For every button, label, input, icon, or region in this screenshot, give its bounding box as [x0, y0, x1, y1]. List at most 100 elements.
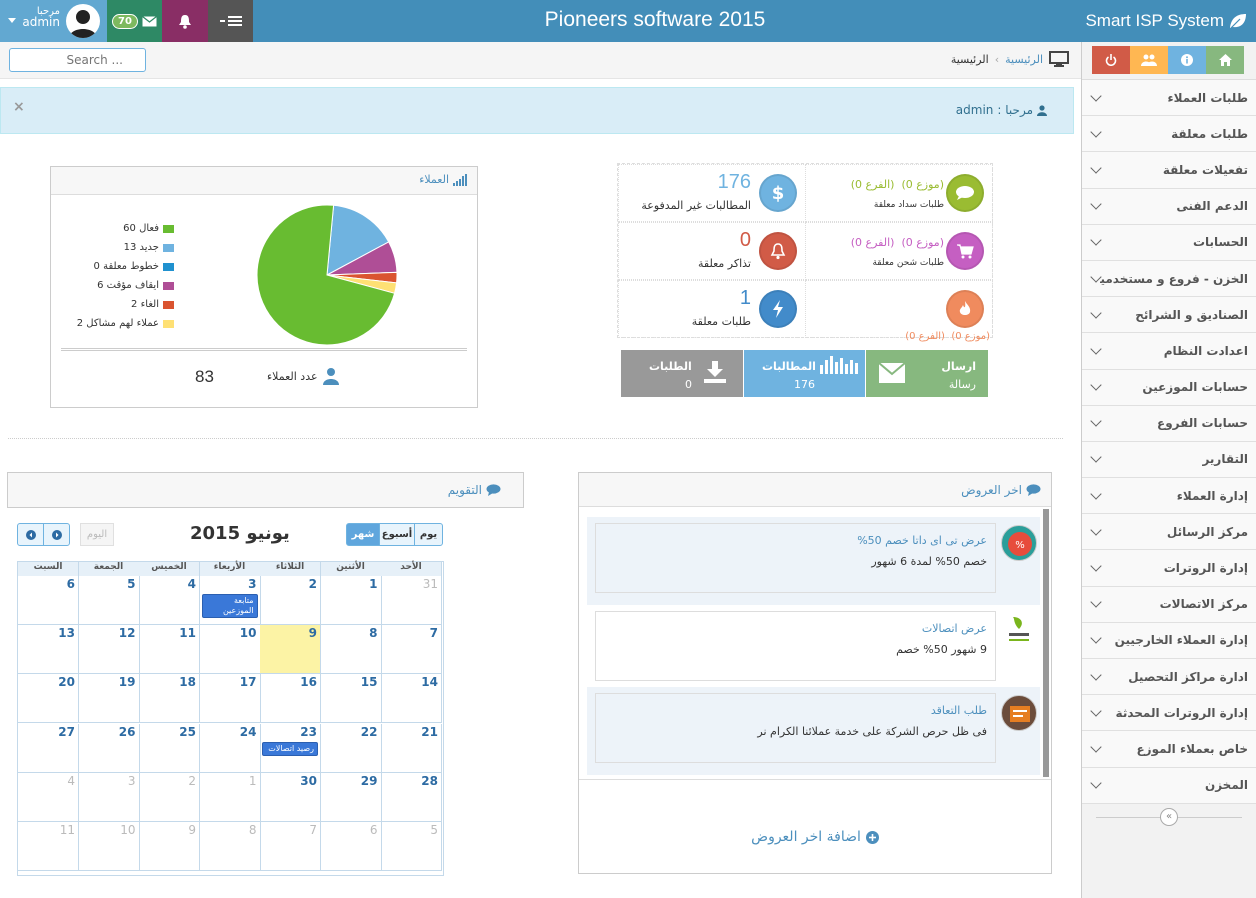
calendar-day-cell[interactable]: 28: [381, 772, 442, 822]
sidebar-item[interactable]: مركز الاتصالات: [1082, 586, 1256, 623]
calendar-day-cell[interactable]: 18: [139, 674, 200, 724]
stat-charge-pending[interactable]: (موزع 0) (الفرع 0) طلبات شحن معلقة: [805, 222, 993, 280]
calendar-day-cell[interactable]: 12: [78, 625, 140, 675]
sidebar-item[interactable]: إدارة العملاء: [1082, 478, 1256, 515]
claims-button[interactable]: المطالبات 176: [744, 350, 865, 397]
sidebar-collapse[interactable]: «: [1082, 804, 1256, 830]
stat-other[interactable]: (موزع 0) (الفرع 0): [805, 280, 993, 342]
calendar-day-cell[interactable]: 4: [18, 772, 79, 822]
calendar-day-cell[interactable]: 4: [139, 576, 200, 625]
sidebar-item[interactable]: الدعم الفنى: [1082, 188, 1256, 225]
breadcrumb-home-link[interactable]: الرئيسية: [1005, 52, 1043, 66]
search-input[interactable]: [9, 48, 146, 72]
calendar-event[interactable]: رصيد اتصالات: [262, 741, 318, 756]
calendar-next-button[interactable]: [43, 523, 70, 546]
calendar-day-cell[interactable]: 25: [139, 723, 200, 773]
calendar-day-cell[interactable]: 21: [381, 723, 442, 773]
calendar-day-cell[interactable]: 6: [320, 822, 382, 871]
calendar-view-month[interactable]: شهر: [346, 523, 380, 546]
users-shortcut-button[interactable]: [1130, 46, 1168, 74]
stat-requests[interactable]: 1 طلبات معلقة: [618, 280, 806, 338]
calendar-day-cell[interactable]: 20: [18, 674, 79, 724]
calendar-day-cell[interactable]: 14: [381, 674, 442, 724]
stat-unpaid-claims[interactable]: $ 176 المطالبات غير المدفوعة: [618, 164, 806, 222]
calendar-day-cell[interactable]: 6: [18, 576, 79, 625]
sidebar-item[interactable]: طلبات العملاء: [1082, 80, 1256, 117]
brand[interactable]: Smart ISP System: [1085, 0, 1248, 42]
calendar-day-cell[interactable]: 8: [199, 822, 261, 871]
calendar-day-cell[interactable]: 1: [199, 772, 261, 822]
calendar-day-cell[interactable]: 23 رصيد اتصالات: [260, 723, 321, 773]
calendar-day-cell[interactable]: 7: [260, 822, 321, 871]
calendar-day-cell[interactable]: 5: [78, 576, 140, 625]
calendar-view-day[interactable]: يوم: [414, 523, 443, 546]
user-menu[interactable]: مرحبا admin: [0, 0, 107, 42]
messages-button[interactable]: 70: [107, 0, 162, 42]
offers-list[interactable]: عرض تى اى داتا خصم 50% خصم 50% لمدة 6 شه…: [583, 509, 1049, 777]
calendar-prev-button[interactable]: [17, 523, 44, 546]
power-shortcut-button[interactable]: [1092, 46, 1130, 74]
calendar-day-cell[interactable]: 16: [260, 674, 321, 724]
calendar-day-cell[interactable]: 30: [260, 772, 321, 822]
tasks-button[interactable]: [208, 0, 253, 42]
offer-title[interactable]: طلب التعاقد: [930, 704, 987, 717]
calendar-today-button[interactable]: اليوم: [80, 523, 114, 546]
offer-title[interactable]: عرض تى اى داتا خصم 50%: [857, 534, 987, 547]
calendar-day-cell[interactable]: 5: [381, 822, 442, 871]
offer-item[interactable]: طلب التعاقد فى ظل حرص الشركة على خدمة عم…: [587, 687, 1040, 775]
offer-item[interactable]: عرض تى اى داتا خصم 50% خصم 50% لمدة 6 شه…: [587, 517, 1040, 605]
home-shortcut-button[interactable]: [1206, 46, 1244, 74]
calendar-day-cell[interactable]: 22: [320, 723, 382, 773]
sidebar-item[interactable]: حسابات الموزعين: [1082, 369, 1256, 406]
calendar-day-cell[interactable]: 11: [18, 822, 79, 871]
calendar-day-cell[interactable]: 11: [139, 625, 200, 675]
sidebar-item[interactable]: التقارير: [1082, 441, 1256, 479]
calendar-day-cell[interactable]: 26: [78, 723, 140, 773]
calendar-day-cell[interactable]: 31: [381, 576, 442, 625]
calendar-view-week[interactable]: أسبوع: [379, 523, 415, 546]
calendar-day-cell[interactable]: 17: [199, 674, 261, 724]
calendar-day-cell[interactable]: 1: [320, 576, 382, 625]
sidebar-item[interactable]: طلبات معلقة: [1082, 116, 1256, 153]
calendar-day-cell[interactable]: 10: [199, 625, 261, 675]
info-shortcut-button[interactable]: [1168, 46, 1206, 74]
close-icon[interactable]: ×: [13, 99, 25, 115]
stat-payment-pending[interactable]: (موزع 0) (الفرع 0) طلبات سداد معلقة: [805, 164, 993, 222]
sidebar-item[interactable]: الحسابات: [1082, 224, 1256, 261]
calendar-day-cell[interactable]: 15: [320, 674, 382, 724]
sidebar-item[interactable]: الصناديق و الشرائح: [1082, 297, 1256, 334]
offer-item[interactable]: عرض اتصالات 9 شهور 50% خصم: [587, 605, 1040, 693]
pie-slice[interactable]: [326, 204, 390, 276]
sidebar-item[interactable]: إدارة العملاء الخارجيين: [1082, 622, 1256, 659]
sidebar-item[interactable]: إدارة الروترات المحدثة: [1082, 695, 1256, 732]
send-message-button[interactable]: ارسال رسالة: [866, 350, 988, 397]
calendar-day-cell[interactable]: 2: [139, 772, 200, 822]
sidebar-item[interactable]: إدارة الروترات: [1082, 550, 1256, 587]
calendar-day-cell[interactable]: 2: [260, 576, 321, 625]
sidebar-item[interactable]: الخزن - فروع و مستخدمين: [1082, 260, 1256, 298]
notifications-button[interactable]: [162, 0, 208, 42]
calendar-day-cell[interactable]: 24: [199, 723, 261, 773]
calendar-event[interactable]: متابعة الموزعين: [201, 594, 258, 618]
offer-title[interactable]: عرض اتصالات: [921, 622, 987, 635]
calendar-day-cell[interactable]: 29: [320, 772, 382, 822]
sidebar-item[interactable]: مركز الرسائل: [1082, 514, 1256, 551]
calendar-day-cell[interactable]: 19: [78, 674, 140, 724]
add-offer-link[interactable]: اضافة اخر العروض: [579, 829, 1051, 845]
sidebar-item[interactable]: ادارة مراكز التحصيل: [1082, 659, 1256, 696]
calendar-day-cell[interactable]: 13: [18, 625, 79, 675]
calendar-day-cell[interactable]: 9: [260, 625, 321, 675]
sidebar-item[interactable]: خاص بعملاء الموزع: [1082, 731, 1256, 768]
orders-button[interactable]: الطلبات 0: [621, 350, 743, 397]
sidebar-item[interactable]: تفعيلات معلقة: [1082, 152, 1256, 189]
sidebar-item[interactable]: حسابات الفروع: [1082, 405, 1256, 442]
pie-slice[interactable]: [256, 204, 396, 346]
sidebar-item[interactable]: المخزن: [1082, 767, 1256, 804]
calendar-day-cell[interactable]: 3 متابعة الموزعين: [199, 576, 261, 625]
calendar-day-cell[interactable]: 9: [139, 822, 200, 871]
calendar-day-cell[interactable]: 8: [320, 625, 382, 675]
stat-tickets[interactable]: 0 تذاكر معلقة: [618, 222, 806, 280]
calendar-day-cell[interactable]: 27: [18, 723, 79, 773]
sidebar-item[interactable]: اعدادت النظام: [1082, 333, 1256, 370]
calendar-day-cell[interactable]: 3: [78, 772, 140, 822]
